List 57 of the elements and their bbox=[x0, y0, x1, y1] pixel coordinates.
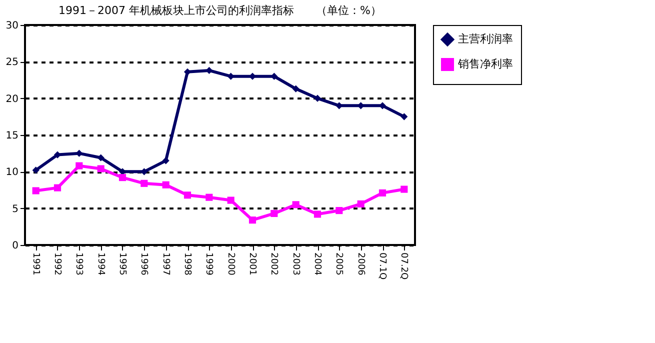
point bbox=[32, 187, 40, 194]
y-tick-label: 20 bbox=[6, 94, 18, 105]
x-tick-label: 1999 bbox=[204, 252, 214, 276]
point bbox=[248, 216, 256, 224]
point bbox=[292, 201, 300, 208]
legend-label: 主营利润率 bbox=[458, 32, 513, 46]
x-tick-label: 1993 bbox=[74, 252, 84, 276]
x-tick-label: 1994 bbox=[95, 252, 106, 276]
point bbox=[314, 210, 322, 218]
point bbox=[118, 174, 126, 182]
point bbox=[270, 72, 278, 80]
point bbox=[140, 180, 148, 187]
point bbox=[336, 206, 343, 214]
point bbox=[162, 181, 170, 188]
point bbox=[32, 166, 40, 174]
x-tick-label: 1995 bbox=[117, 252, 127, 276]
point bbox=[76, 150, 83, 157]
x-tick-label: 2000 bbox=[225, 252, 236, 276]
x-tick-label: 1997 bbox=[160, 252, 170, 276]
point bbox=[227, 196, 234, 204]
x-tick-label: 1991 bbox=[30, 252, 40, 276]
x-tick-label: 07.2Q bbox=[398, 252, 409, 280]
point bbox=[400, 113, 408, 120]
point bbox=[206, 66, 213, 74]
x-tick-label: 2002 bbox=[268, 252, 279, 276]
point bbox=[378, 189, 386, 196]
point bbox=[76, 162, 83, 170]
x-tick-label: 2001 bbox=[247, 252, 257, 276]
x-tick-label: 2006 bbox=[355, 252, 366, 276]
legend-label: 销售净利率 bbox=[457, 58, 513, 70]
y-tick-label: 10 bbox=[6, 167, 18, 178]
y-tick-label: 15 bbox=[6, 130, 18, 142]
y-tick-label: 25 bbox=[6, 57, 18, 68]
point bbox=[292, 85, 300, 92]
point bbox=[314, 94, 322, 102]
x-tick-label: 1998 bbox=[182, 252, 192, 276]
point bbox=[184, 192, 192, 199]
x-tick-label: 1996 bbox=[138, 252, 149, 276]
point bbox=[97, 165, 104, 172]
x-tick-label: 1992 bbox=[52, 252, 62, 276]
point bbox=[400, 186, 408, 193]
x-tick-label: 2003 bbox=[290, 252, 300, 276]
point bbox=[227, 72, 234, 80]
x-tick-label: 2005 bbox=[334, 252, 344, 276]
point bbox=[97, 154, 104, 162]
x-tick-label: 2004 bbox=[312, 252, 322, 276]
point bbox=[206, 194, 213, 201]
point bbox=[54, 184, 62, 192]
y-tick-label: 0 bbox=[12, 240, 18, 252]
point bbox=[270, 210, 278, 217]
y-tick-label: 5 bbox=[12, 204, 18, 215]
point bbox=[140, 168, 148, 176]
point bbox=[162, 157, 170, 164]
chart-title: 1991－2007 年机械板块上市公司的利润率指标 （单位：%） bbox=[58, 4, 382, 17]
y-tick-label: 30 bbox=[6, 20, 18, 32]
point bbox=[357, 200, 364, 208]
x-tick-label: 07.1Q bbox=[377, 252, 387, 280]
